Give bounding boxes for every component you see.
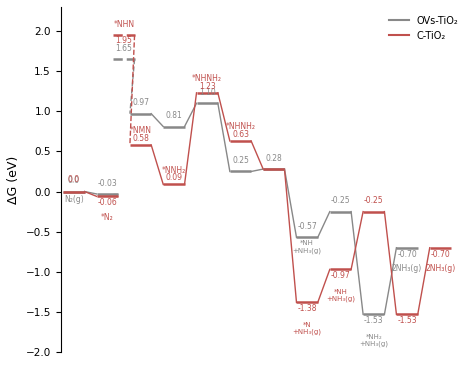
Text: -0.97: -0.97 — [330, 271, 350, 280]
Text: -1.53: -1.53 — [397, 316, 417, 325]
Text: *NHN: *NHN — [113, 20, 135, 28]
Y-axis label: ΔG (eV): ΔG (eV) — [7, 155, 20, 204]
Text: 1.10: 1.10 — [199, 88, 216, 97]
Text: 0.0: 0.0 — [68, 176, 80, 185]
Text: -0.06: -0.06 — [97, 198, 117, 207]
Text: *NH₂
+NH₃(g): *NH₂ +NH₃(g) — [359, 334, 388, 347]
Text: -0.25: -0.25 — [364, 196, 383, 205]
Text: 1.65: 1.65 — [116, 44, 132, 53]
Text: 0.25: 0.25 — [232, 156, 249, 165]
Text: 0.0: 0.0 — [68, 175, 80, 184]
Text: N₂(g): N₂(g) — [64, 195, 84, 204]
Text: *NNH₂: *NNH₂ — [162, 166, 186, 175]
Text: *NMN: *NMN — [129, 126, 152, 135]
Text: 2NH₃(g): 2NH₃(g) — [392, 264, 422, 273]
Text: -0.03: -0.03 — [97, 178, 117, 188]
Text: 0.58: 0.58 — [132, 134, 149, 143]
Text: -0.70: -0.70 — [397, 250, 417, 259]
Text: *NHNH₂: *NHNH₂ — [226, 122, 255, 131]
Text: -1.38: -1.38 — [297, 304, 317, 313]
Text: 0.28: 0.28 — [265, 154, 282, 163]
Text: -1.53: -1.53 — [364, 316, 383, 325]
Text: *NH
+NH₃(g): *NH +NH₃(g) — [326, 289, 355, 303]
Text: *NHNH₂: *NHNH₂ — [192, 74, 222, 83]
Text: 0.63: 0.63 — [232, 130, 249, 139]
Text: 1.95: 1.95 — [116, 36, 132, 45]
Text: -0.25: -0.25 — [331, 196, 350, 205]
Text: *N
+NH₃(g): *N +NH₃(g) — [292, 322, 322, 335]
Text: -0.70: -0.70 — [430, 250, 450, 259]
Text: 0.09: 0.09 — [165, 173, 182, 182]
Legend: OVs-TiO₂, C-TiO₂: OVs-TiO₂, C-TiO₂ — [385, 12, 462, 45]
Text: 0.81: 0.81 — [165, 111, 182, 120]
Text: 1.23: 1.23 — [199, 82, 216, 91]
Text: *N₂: *N₂ — [101, 213, 114, 222]
Text: -0.57: -0.57 — [297, 222, 317, 231]
Text: 0.97: 0.97 — [132, 98, 149, 107]
Text: 2NH₃(g): 2NH₃(g) — [425, 264, 456, 273]
Text: *NH
+NH₃(g): *NH +NH₃(g) — [292, 241, 322, 254]
